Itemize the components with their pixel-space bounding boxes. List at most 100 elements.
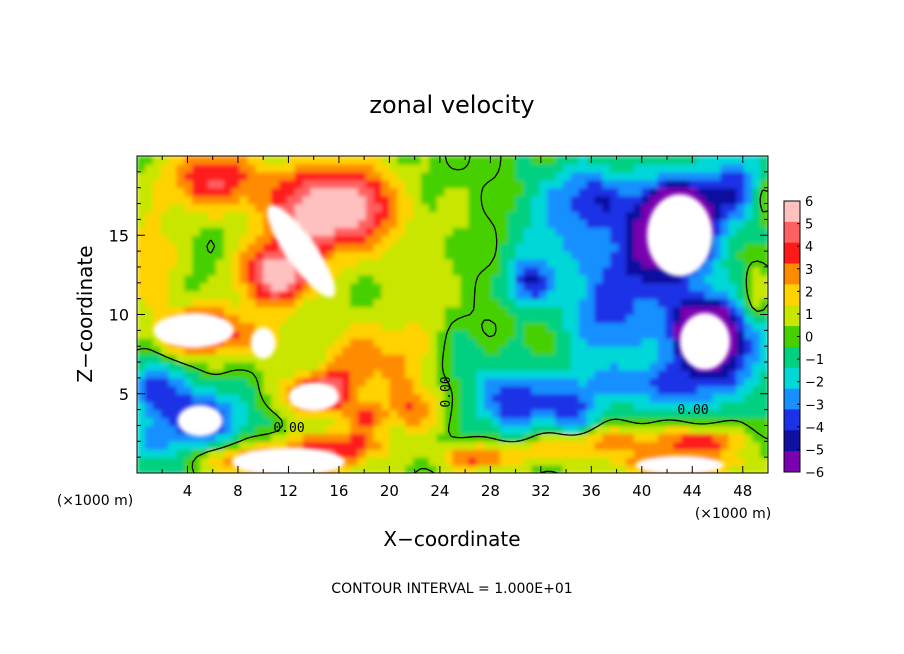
heat-cell bbox=[176, 266, 185, 276]
heat-cell bbox=[586, 330, 596, 339]
heat-cell bbox=[247, 211, 256, 221]
heat-cell bbox=[294, 441, 304, 450]
heat-cell bbox=[507, 219, 517, 228]
heat-cell bbox=[626, 274, 635, 284]
heat-cell bbox=[586, 417, 596, 427]
heat-cell bbox=[334, 243, 343, 252]
heat-cell bbox=[200, 298, 209, 308]
heat-cell bbox=[499, 227, 509, 236]
heat-cell bbox=[334, 195, 343, 205]
heat-cell bbox=[673, 362, 682, 371]
heat-cell bbox=[610, 425, 619, 434]
heat-cell bbox=[278, 274, 288, 284]
heat-cell bbox=[176, 163, 185, 173]
heat-cell bbox=[610, 417, 619, 427]
heat-cell bbox=[444, 433, 454, 442]
heat-cell bbox=[626, 298, 635, 308]
heat-cell bbox=[704, 163, 714, 173]
heat-cell bbox=[736, 274, 745, 284]
heat-cell bbox=[365, 187, 375, 197]
heat-cell bbox=[215, 298, 225, 308]
heat-cell bbox=[681, 385, 690, 395]
heat-cell bbox=[389, 409, 398, 419]
heat-cell bbox=[665, 393, 674, 403]
heat-cell bbox=[736, 338, 745, 347]
heat-cell bbox=[649, 322, 659, 331]
heat-cell bbox=[594, 441, 603, 450]
heat-cell bbox=[247, 314, 256, 324]
heat-cell bbox=[555, 156, 564, 165]
heat-cell bbox=[342, 377, 351, 387]
heat-cell bbox=[618, 298, 627, 308]
heat-cell bbox=[349, 457, 359, 466]
heat-cell bbox=[326, 156, 335, 165]
heat-cell bbox=[728, 282, 738, 292]
heat-cell bbox=[397, 156, 406, 165]
heat-cell bbox=[231, 156, 241, 165]
y-tick-label: 5 bbox=[119, 385, 129, 404]
heat-cell bbox=[539, 465, 548, 473]
heat-cell bbox=[144, 393, 154, 403]
heat-cell bbox=[633, 179, 643, 189]
heat-cell bbox=[578, 385, 588, 395]
heat-cell bbox=[618, 465, 627, 473]
heat-cell bbox=[207, 298, 217, 308]
heat-cell bbox=[523, 346, 532, 355]
heat-cell bbox=[704, 282, 714, 292]
heat-cell bbox=[728, 290, 738, 300]
heat-cell bbox=[697, 425, 706, 434]
heat-cell bbox=[468, 465, 477, 473]
heat-cell bbox=[271, 433, 280, 442]
heat-cell bbox=[618, 163, 627, 173]
heat-cell bbox=[247, 171, 256, 181]
heat-cell bbox=[736, 187, 745, 197]
heat-cell bbox=[302, 156, 312, 165]
heat-cell bbox=[176, 195, 185, 205]
heat-cell bbox=[649, 163, 659, 173]
heat-cell bbox=[555, 369, 564, 379]
heat-cell bbox=[420, 369, 430, 379]
heat-cell bbox=[192, 227, 201, 236]
heat-cell bbox=[444, 211, 454, 221]
heat-cell bbox=[160, 266, 170, 276]
heat-cell bbox=[649, 187, 659, 197]
heat-cell bbox=[720, 211, 730, 221]
heat-cell bbox=[697, 385, 706, 395]
heat-cell bbox=[476, 417, 485, 427]
heat-cell bbox=[436, 330, 446, 339]
heat-cell bbox=[310, 219, 320, 228]
heat-cell bbox=[239, 377, 249, 387]
heat-cell bbox=[255, 401, 264, 411]
heat-cell bbox=[626, 354, 635, 363]
heat-cell bbox=[444, 163, 454, 173]
heat-cell bbox=[641, 385, 651, 395]
heat-cell bbox=[152, 235, 162, 244]
heat-cell bbox=[673, 314, 682, 324]
heat-cell bbox=[381, 282, 390, 292]
heat-cell bbox=[555, 290, 564, 300]
heat-cell bbox=[476, 211, 485, 221]
heat-cell bbox=[255, 195, 264, 205]
heat-cell bbox=[555, 243, 564, 252]
heat-cell bbox=[428, 251, 438, 260]
heat-cell bbox=[578, 393, 588, 403]
heat-cell bbox=[507, 354, 517, 363]
heat-cell bbox=[160, 385, 170, 395]
heat-cell bbox=[420, 449, 430, 458]
heat-cell bbox=[491, 211, 501, 221]
heat-cell bbox=[436, 187, 446, 197]
heat-cell bbox=[728, 251, 738, 260]
heat-cell bbox=[247, 306, 256, 316]
heat-cell bbox=[633, 338, 643, 347]
heat-cell bbox=[547, 243, 556, 252]
heat-cell bbox=[720, 401, 730, 411]
heat-cell bbox=[744, 425, 753, 434]
heat-cell bbox=[752, 346, 761, 355]
heat-cell bbox=[263, 409, 272, 419]
heat-cell bbox=[263, 282, 272, 292]
heat-cell bbox=[507, 314, 517, 324]
heat-cell bbox=[381, 409, 390, 419]
heat-cell bbox=[760, 251, 768, 260]
heat-cell bbox=[310, 369, 320, 379]
heat-cell bbox=[192, 362, 201, 371]
